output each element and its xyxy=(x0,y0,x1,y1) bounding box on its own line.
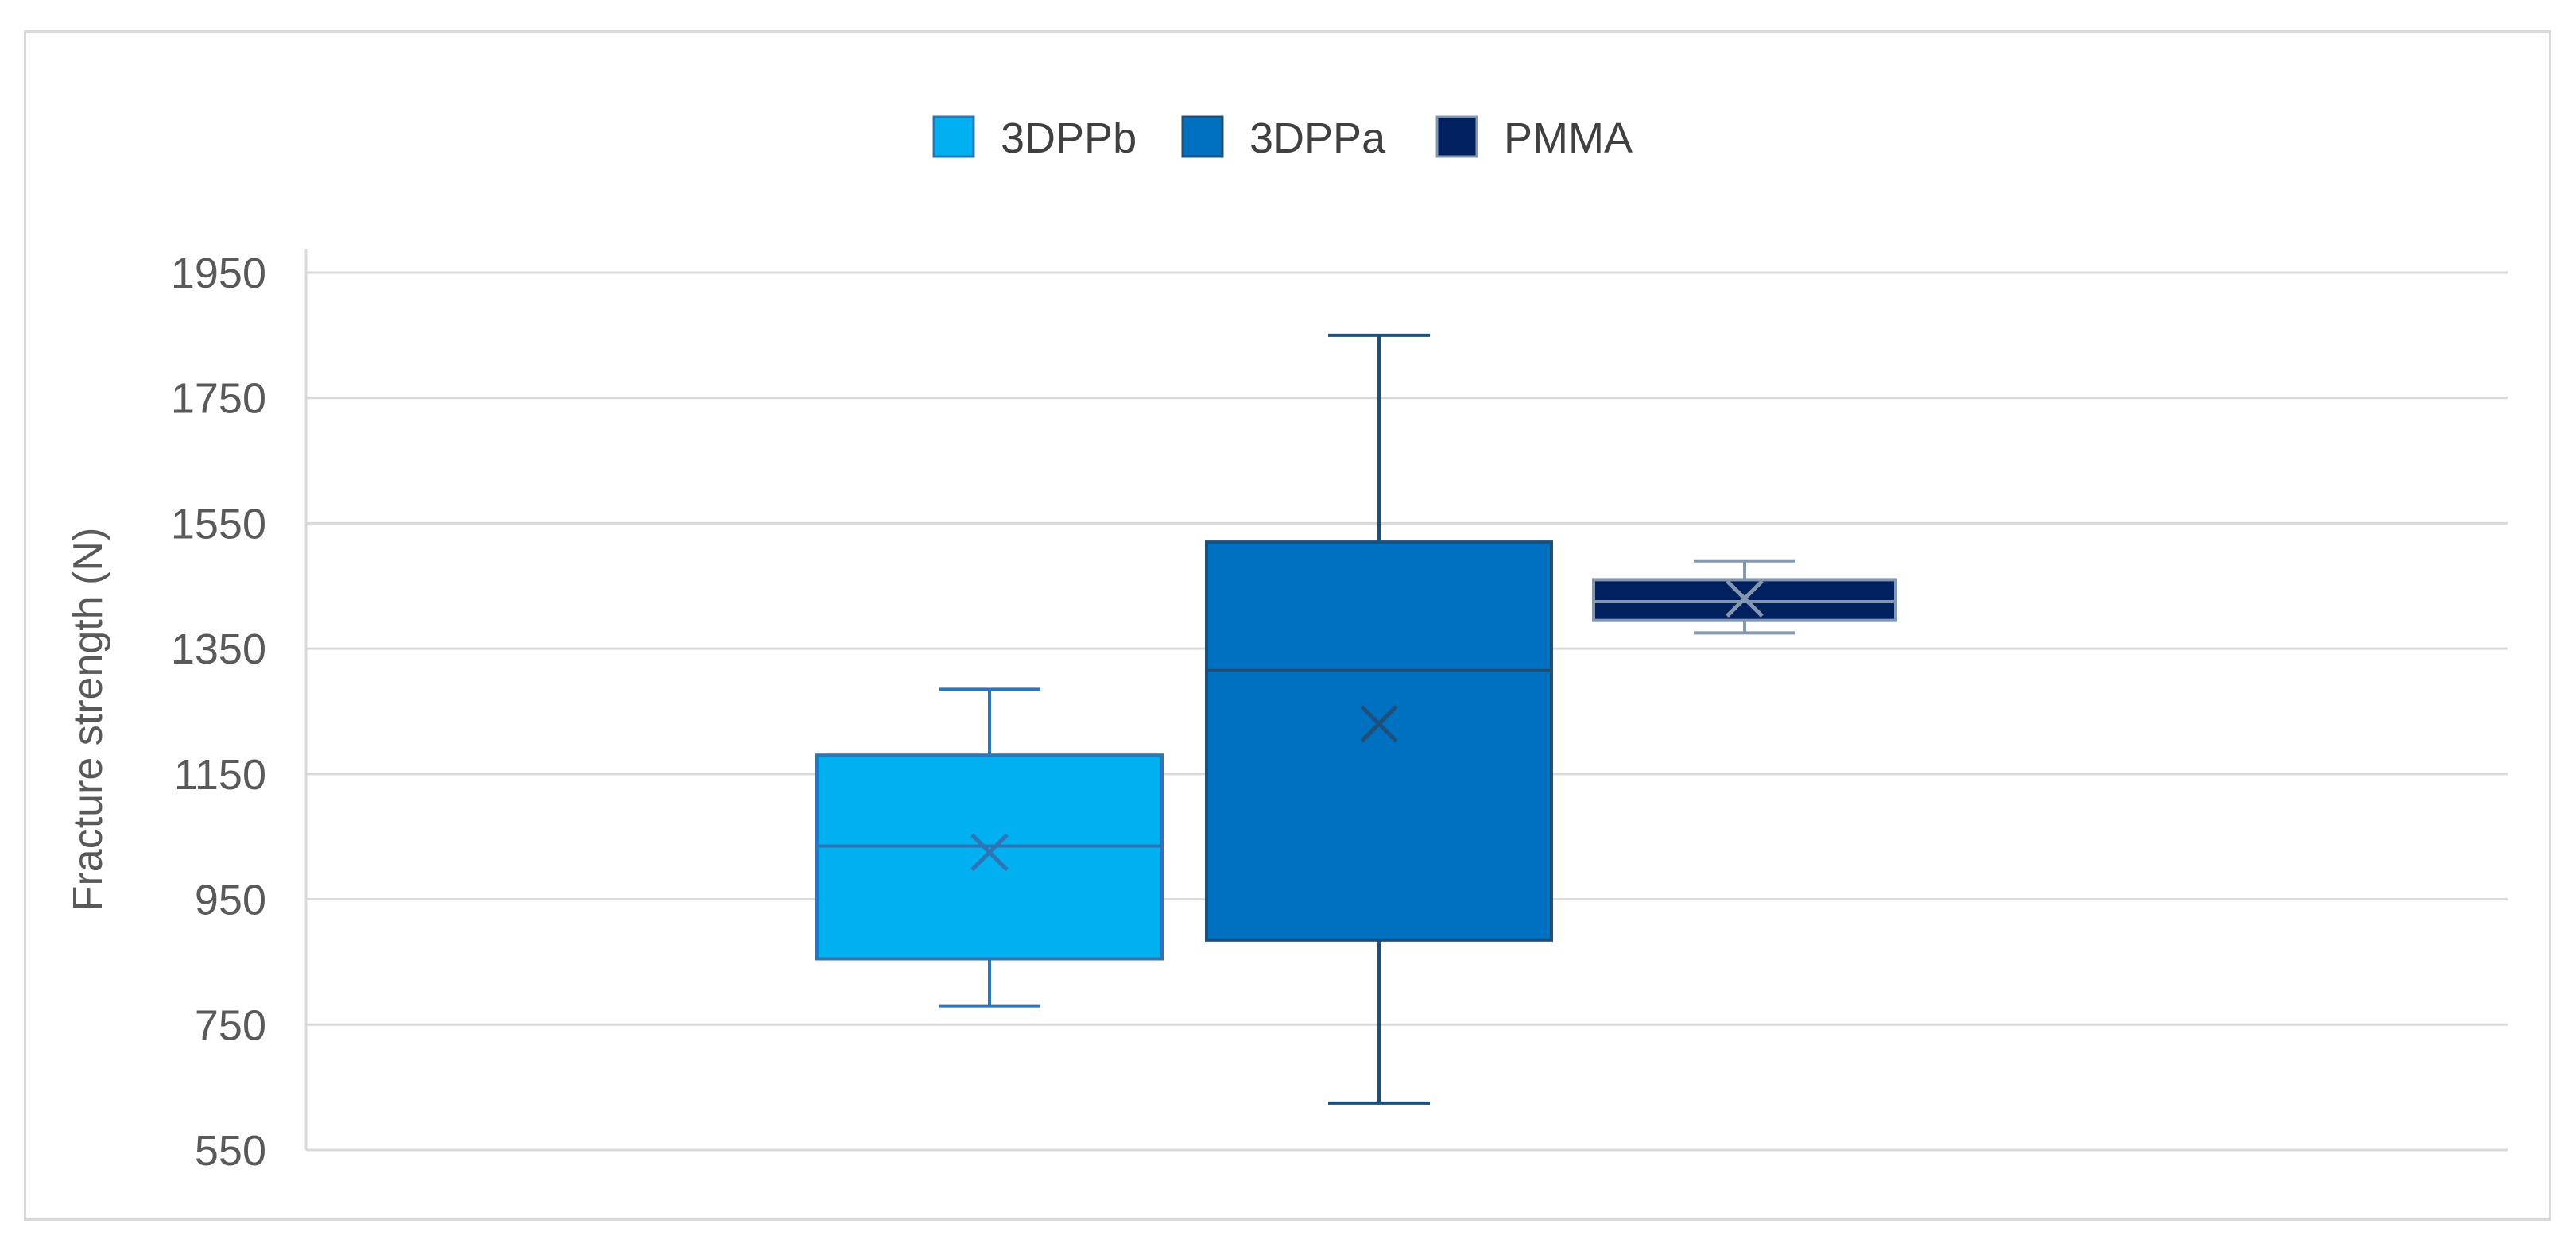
y-tick-label: 1550 xyxy=(171,500,266,548)
boxes xyxy=(815,333,1897,1105)
y-axis-title: Fracture strength (N) xyxy=(65,528,111,912)
y-tick-label: 1950 xyxy=(171,250,266,297)
y-tick-label: 1350 xyxy=(171,625,266,673)
legend-label: 3DPPa xyxy=(1249,114,1386,162)
box-3dppa xyxy=(1205,333,1553,1105)
legend-swatch-3dppb xyxy=(932,115,975,158)
mean-marker xyxy=(1726,579,1764,618)
mean-marker-stroke xyxy=(1726,579,1764,618)
legend-swatch-3dppa xyxy=(1181,115,1224,158)
y-tick-label: 750 xyxy=(195,1001,266,1049)
box-pmma xyxy=(1592,559,1897,635)
mean-marker xyxy=(1360,705,1398,743)
mean-marker-stroke xyxy=(970,833,1009,872)
box-3dppb xyxy=(815,687,1164,1008)
mean-marker xyxy=(970,833,1009,872)
legend-swatch-pmma xyxy=(1435,115,1478,158)
legend-label: 3DPPb xyxy=(1001,114,1137,162)
y-tick-label: 1750 xyxy=(171,375,266,423)
iqr-box xyxy=(1205,540,1553,942)
y-tick-label: 550 xyxy=(195,1127,266,1175)
mean-marker-stroke xyxy=(1360,705,1398,743)
y-tick-label: 950 xyxy=(195,877,266,924)
legend-label: PMMA xyxy=(1504,114,1633,162)
iqr-box xyxy=(815,753,1164,961)
legend: 3DPPb 3DPPa PMMA xyxy=(932,114,1633,162)
y-axis-tick-labels: 1950 1750 1550 1350 1150 950 750 550 xyxy=(171,250,266,1175)
y-tick-label: 1150 xyxy=(174,751,266,799)
